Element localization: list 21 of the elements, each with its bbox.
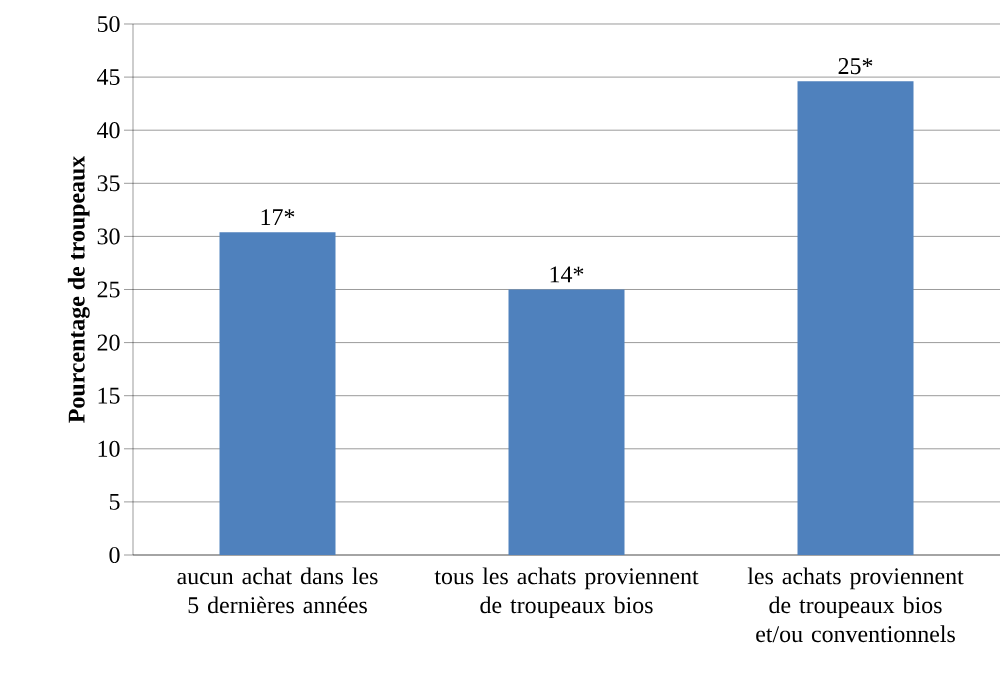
y-tick-label: 0 (109, 546, 120, 564)
annotation: 17* (261, 209, 295, 225)
y-tick-label: 35 (97, 175, 120, 192)
annotation: 25* (838, 58, 873, 75)
annotation: 14* (550, 266, 584, 283)
y-axis-title: Pourcentage de troupeaux (67, 155, 90, 423)
x-tick-label: aucun achat dans les 5 dernières années (177, 567, 378, 614)
bar (508, 289, 625, 555)
y-tick-label: 50 (97, 15, 120, 33)
y-tick-label: 10 (98, 440, 120, 457)
bar (219, 232, 336, 555)
bar (797, 81, 914, 555)
y-tick-label: 40 (97, 122, 120, 139)
y-tick-label: 20 (97, 334, 120, 351)
x-tick-label: tous les achats proviennent de troupeaux bios (434, 567, 699, 619)
y-tick-label: 25 (97, 281, 120, 298)
y-tick-label: 15 (98, 387, 120, 404)
y-tick-label: 45 (97, 69, 120, 86)
y-tick-label: 30 (97, 228, 120, 245)
x-tick-label: les achats proviennent de troupeaux bios et/ou conventionnels (747, 567, 964, 643)
y-tick-label: 5 (109, 493, 120, 510)
